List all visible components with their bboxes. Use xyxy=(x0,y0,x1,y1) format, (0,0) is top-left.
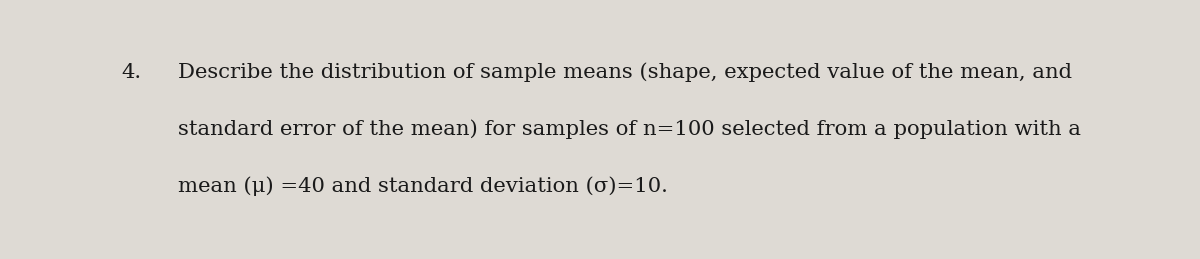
Text: Describe the distribution of sample means (shape, expected value of the mean, an: Describe the distribution of sample mean… xyxy=(178,63,1072,82)
Text: 4.: 4. xyxy=(121,63,142,82)
Text: standard error of the mean) for samples of n=100 selected from a population with: standard error of the mean) for samples … xyxy=(178,120,1080,139)
Text: mean (μ) =40 and standard deviation (σ)=10.: mean (μ) =40 and standard deviation (σ)=… xyxy=(178,177,667,196)
